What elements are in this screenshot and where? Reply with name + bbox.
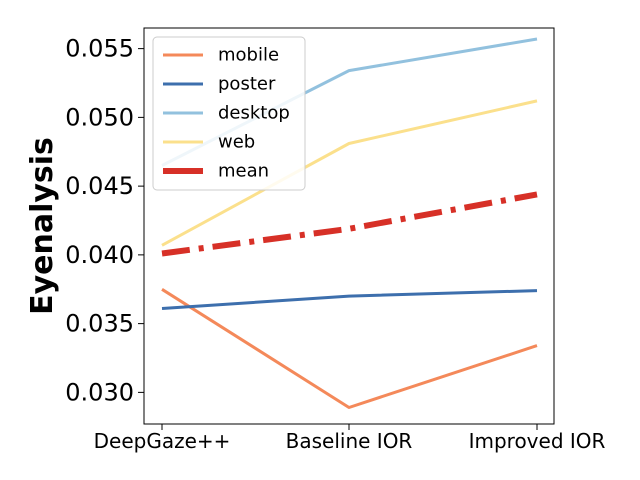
legend-box: [152, 36, 306, 191]
y-tick-label: 0.030: [65, 378, 134, 406]
y-tick-label: 0.055: [65, 35, 134, 63]
y-tick-label: 0.045: [65, 172, 134, 200]
legend-label-mobile: mobile: [218, 45, 279, 66]
y-tick-label: 0.040: [65, 241, 134, 269]
series-line-poster: [161, 289, 538, 310]
x-axis: DeepGaze++ Baseline IOR Improved IOR: [94, 424, 606, 453]
legend-label-desktop: desktop: [218, 103, 290, 124]
series-line-mobile: [161, 288, 538, 409]
series-line-web: [161, 99, 538, 247]
y-tick-label: 0.035: [65, 310, 134, 338]
legend-label-mean: mean: [218, 161, 269, 182]
legend-label-poster: poster: [218, 74, 276, 95]
y-tick-label: 0.050: [65, 103, 134, 131]
legend-label-web: web: [218, 132, 255, 153]
series-line-mean: [161, 191, 538, 257]
y-axis-label: Eyenalysis: [25, 137, 60, 315]
legend: mobile poster desktop web mean: [152, 36, 306, 191]
x-tick-label: Baseline IOR: [286, 429, 413, 453]
x-tick-label: Improved IOR: [469, 429, 606, 453]
x-tick-label: DeepGaze++: [94, 429, 231, 453]
y-axis: 0.030 0.035 0.040 0.045 0.050 0.055: [65, 35, 144, 406]
